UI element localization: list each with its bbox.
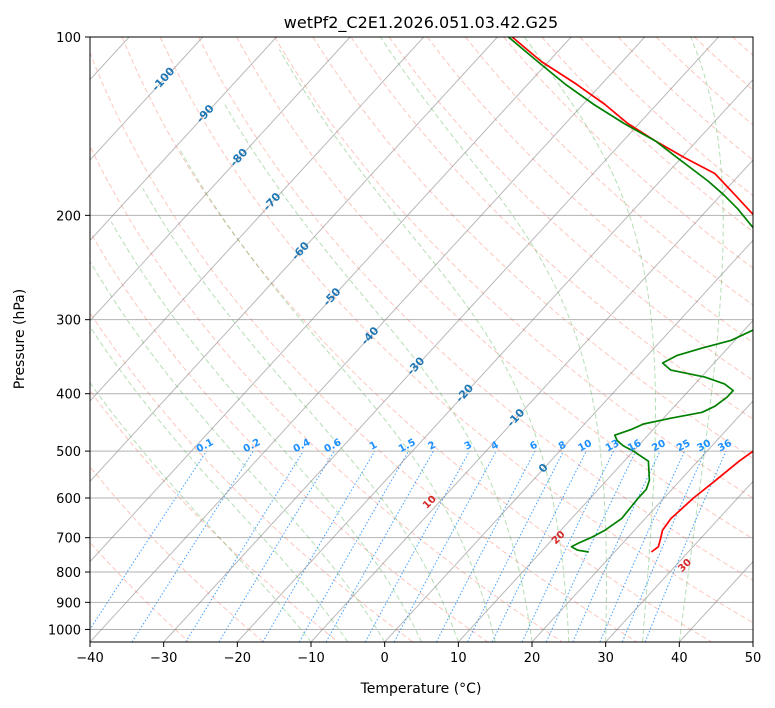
y-tick-label: 800	[56, 566, 81, 581]
plot-frame	[89, 36, 754, 643]
mixing-ratio-label: 1	[368, 440, 379, 453]
temperature-profile	[511, 37, 753, 553]
mixing-ratio-line	[521, 450, 615, 642]
isotherm-line	[90, 37, 351, 322]
moist-adiabat-line	[224, 104, 533, 642]
moist-adiabat-line	[278, 49, 570, 642]
dry-adiabat-line	[90, 145, 563, 642]
isotherm-line	[90, 37, 572, 563]
dry-adiabat-line	[503, 37, 753, 269]
x-tick-label: −10	[297, 651, 324, 666]
moist-adiabat-line	[379, 37, 607, 642]
axes: −40 −30 −20 −10 0 10 20 30 40 50 100 200 300 400 500 60…	[48, 31, 761, 666]
dry-adiabat-line	[388, 37, 753, 382]
isotherm-line	[90, 37, 646, 642]
mixing-ratio-line	[435, 450, 536, 642]
mixing-ratio-label: 4	[489, 440, 500, 453]
dry-adiabat-line	[197, 37, 753, 581]
mixing-ratio-line	[90, 450, 208, 631]
dewpoint-profile	[507, 37, 753, 553]
mixing-ratio-line	[325, 450, 434, 642]
dry-adiabat-line	[617, 37, 753, 161]
isotherm-line	[384, 239, 753, 642]
x-tick-label: 30	[597, 651, 614, 666]
x-tick-label: 40	[671, 651, 688, 666]
x-tick-label: −40	[76, 651, 103, 666]
plot-area	[90, 37, 753, 642]
y-tick-label: 400	[56, 388, 81, 403]
y-tick-label: 700	[56, 532, 81, 547]
y-tick-label: 300	[56, 314, 81, 329]
mixing-ratio-line	[364, 450, 471, 642]
background-lines	[90, 37, 753, 642]
isotherm-line	[310, 159, 753, 642]
mixing-ratio-label: 8	[557, 440, 568, 453]
mixing-ratio-label: 6	[528, 440, 539, 453]
x-tick-label: −30	[150, 651, 177, 666]
moist-adiabat-line	[110, 221, 422, 642]
y-tick-label: 500	[56, 445, 81, 460]
x-tick-label: 10	[450, 651, 467, 666]
dry-adiabat-line	[121, 37, 712, 642]
isotherm-line	[531, 400, 753, 642]
profile-lines	[507, 37, 753, 553]
isotherm-line	[457, 319, 753, 642]
isotherm-line	[236, 78, 753, 642]
y-tick-label: 600	[56, 492, 81, 507]
dry-adiabat-line	[90, 51, 638, 642]
x-tick-label: 50	[745, 651, 762, 666]
dry-adiabat-line	[274, 37, 753, 499]
x-tick-label: 20	[524, 651, 541, 666]
dry-adiabat-line	[427, 37, 753, 344]
isotherm-line	[90, 37, 425, 402]
isotherm-line	[90, 37, 204, 161]
mixing-ratio-label: 3	[463, 440, 474, 453]
mixing-ratio-line	[218, 450, 335, 642]
mixing-ratio-label: 2	[426, 440, 437, 453]
moist-adiabat-line	[90, 381, 312, 642]
x-tick-label: −20	[224, 651, 251, 666]
isotherm-line	[163, 37, 719, 642]
mixing-ratio-line	[131, 450, 254, 642]
y-axis-label: Pressure (hPa)	[12, 289, 28, 389]
dry-adiabat-line	[159, 37, 753, 624]
x-tick-label: 0	[381, 651, 389, 666]
x-axis-label: Temperature (°C)	[360, 681, 482, 697]
mixing-ratio-line	[185, 450, 304, 642]
mixing-ratio-line	[599, 450, 686, 642]
isotherm-line	[605, 480, 753, 642]
moist-adiabat-line	[678, 37, 724, 642]
y-tick-label: 200	[56, 209, 81, 224]
mixing-ratio-line	[621, 450, 706, 642]
mixing-ratio-line	[467, 450, 565, 642]
mixing-ratio-line	[572, 450, 661, 642]
moist-adiabat-line	[523, 37, 656, 642]
isotherm-line	[90, 37, 498, 483]
isotherm-line	[90, 37, 277, 242]
mixing-ratio-line	[545, 450, 637, 642]
y-tick-label: 900	[56, 596, 81, 611]
moist-adiabat-line	[90, 325, 349, 642]
y-tick-label: 1000	[48, 623, 81, 638]
chart-title: wetPf2_C2E1.2026.051.03.42.G25	[284, 13, 558, 33]
moist-adiabat-line	[142, 187, 459, 642]
moist-adiabat-line	[90, 260, 386, 642]
y-tick-label: 100	[56, 31, 81, 46]
dry-adiabat-line	[90, 466, 264, 642]
dry-adiabat-line	[579, 37, 753, 197]
mixing-ratio-line	[393, 450, 497, 642]
